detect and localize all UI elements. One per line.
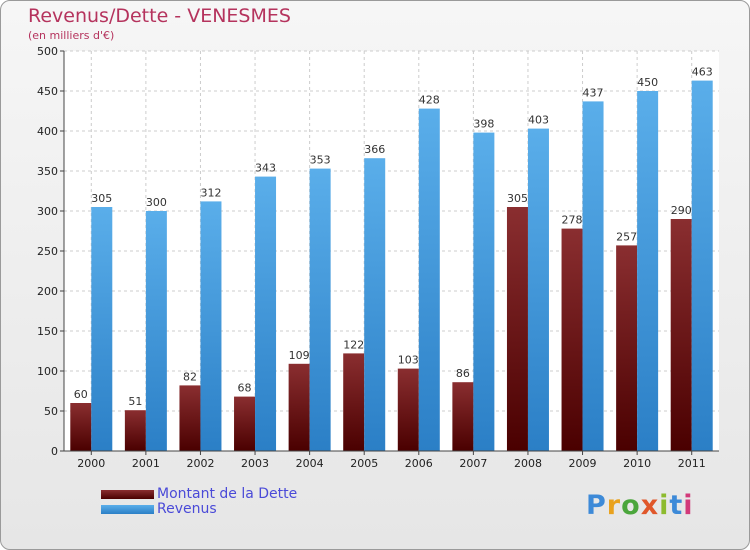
x-tick-label: 2004	[296, 457, 324, 470]
logo-letter: i	[683, 490, 694, 521]
value-label: 343	[255, 162, 276, 175]
bars	[70, 80, 713, 452]
bar-revenus	[255, 176, 277, 451]
bar-revenus	[691, 80, 713, 451]
chart-title: Revenus/Dette - VENESMES	[28, 5, 291, 27]
value-label: 86	[456, 367, 470, 380]
bar-revenus	[309, 168, 331, 451]
logo-letter: i	[659, 490, 670, 521]
x-tick-label: 2006	[405, 457, 433, 470]
y-tick-label: 350	[37, 165, 58, 178]
bar-dette	[179, 385, 201, 451]
value-label: 290	[671, 204, 692, 217]
bar-revenus	[418, 108, 440, 451]
value-label: 366	[364, 143, 385, 156]
y-tick-label: 200	[37, 285, 58, 298]
logo-letter: r	[606, 490, 622, 521]
legend-label-debt: Montant de la Dette	[157, 486, 298, 502]
y-tick-label: 150	[37, 325, 58, 338]
y-tick-label: 450	[37, 85, 58, 98]
value-label: 60	[74, 388, 88, 401]
legend-swatch-debt	[101, 490, 154, 499]
bar-dette	[234, 396, 256, 451]
x-tick-label: 2009	[569, 457, 597, 470]
x-tick-label: 2002	[186, 457, 214, 470]
x-tick-label: 2000	[77, 457, 105, 470]
bar-dette	[397, 368, 419, 451]
logo-letter: P	[586, 490, 607, 521]
value-label: 428	[419, 94, 440, 107]
chart-subtitle: (en milliers d'€)	[28, 29, 115, 42]
bar-dette	[124, 410, 146, 451]
value-label: 353	[310, 154, 331, 167]
y-tick-label: 50	[44, 405, 58, 418]
y-tick-label: 300	[37, 205, 58, 218]
value-label: 103	[398, 354, 419, 367]
x-tick-label: 2003	[241, 457, 269, 470]
bar-dette	[70, 403, 92, 451]
value-label: 68	[238, 382, 252, 395]
y-tick-label: 250	[37, 245, 58, 258]
x-tick-label: 2008	[514, 457, 542, 470]
bar-dette	[616, 245, 638, 451]
value-label: 398	[473, 118, 494, 131]
value-label: 122	[343, 338, 364, 351]
value-label: 305	[507, 192, 528, 205]
value-label: 305	[91, 192, 112, 205]
legend-label-revenus: Revenus	[157, 501, 217, 517]
bar-dette	[452, 382, 474, 451]
x-tick-label: 2005	[350, 457, 378, 470]
axes: 0 50 100 150 200 250 300 350 400 450 500 2000 2001 20…	[37, 45, 719, 470]
value-label: 450	[637, 76, 658, 89]
value-label: 300	[146, 196, 167, 209]
bar-revenus	[582, 101, 604, 452]
value-label: 278	[562, 214, 583, 227]
bar-revenus	[200, 201, 222, 451]
bar-revenus	[91, 207, 113, 451]
logo-letter: x	[640, 490, 660, 521]
y-tick-label: 100	[37, 365, 58, 378]
value-label: 312	[200, 186, 221, 199]
bar-dette	[343, 353, 365, 451]
x-tick-label: 2011	[678, 457, 706, 470]
bar-revenus	[364, 158, 386, 451]
y-tick-label: 400	[37, 125, 58, 138]
proxiti-logo: Proxiti	[586, 490, 694, 521]
bar-dette	[288, 363, 310, 451]
y-tick-label: 500	[37, 45, 58, 58]
x-tick-label: 2007	[459, 457, 487, 470]
value-labels: 60 305 51 300 82 312 68 343 109 353 122 366 103 428 86…	[74, 66, 713, 409]
x-tick-label: 2010	[623, 457, 651, 470]
value-label: 109	[289, 349, 310, 362]
y-tick-label: 0	[51, 445, 58, 458]
value-label: 403	[528, 114, 549, 127]
value-label: 257	[616, 230, 637, 243]
bar-revenus	[527, 128, 549, 451]
bar-revenus	[145, 211, 167, 451]
bar-revenus	[637, 91, 659, 451]
value-label: 463	[692, 66, 713, 79]
bar-revenus	[473, 132, 495, 451]
value-label: 82	[183, 370, 197, 383]
value-label: 437	[583, 86, 604, 99]
value-label: 51	[128, 395, 142, 408]
logo-letter: t	[669, 490, 684, 521]
x-tick-label: 2001	[132, 457, 160, 470]
legend-swatch-revenus	[101, 505, 154, 514]
bar-dette	[670, 219, 692, 451]
bar-dette	[506, 207, 528, 451]
bar-dette	[561, 228, 583, 451]
logo-letter: o	[621, 490, 641, 521]
